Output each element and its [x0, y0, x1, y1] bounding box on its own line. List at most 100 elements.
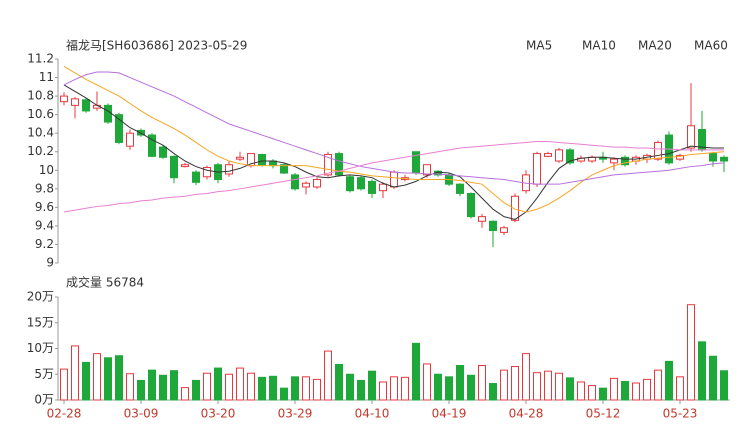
candle-body [720, 156, 728, 162]
ma-line [63, 71, 725, 185]
candle-body [555, 149, 563, 162]
volume-bar [302, 376, 310, 401]
legend-entry: MA60 [694, 39, 728, 53]
y-tick-label: 5万 [34, 367, 54, 381]
candle-body [302, 182, 310, 188]
candle-body [203, 166, 211, 178]
y-tick-label: 10.4 [27, 126, 54, 140]
candle-body [533, 153, 541, 185]
candle-body [170, 155, 178, 179]
volume-bar [478, 364, 486, 401]
candle-body [566, 149, 574, 164]
candle-body [313, 179, 321, 188]
x-tick-label: 04-19 [432, 407, 467, 421]
candle-body [654, 141, 662, 160]
volume-bar [335, 363, 343, 401]
candle-body [478, 216, 486, 222]
volume-bar [258, 376, 266, 401]
ma-line [63, 141, 724, 213]
volume-bar [192, 379, 200, 401]
y-tick-label: 9.2 [35, 237, 54, 251]
volume-bar [115, 355, 123, 401]
volume-bar [247, 372, 255, 401]
volume-bar [467, 374, 475, 401]
volume-bar [137, 379, 145, 401]
volume-bar [104, 357, 112, 401]
volume-title: 成交量 56784 [66, 275, 144, 290]
y-tick-label: 10万 [27, 341, 54, 355]
candle-body [324, 154, 332, 176]
candle-body [357, 177, 365, 190]
volume-bar [236, 367, 244, 401]
volume-bar [324, 350, 332, 401]
volume-bar [181, 387, 189, 401]
volume-bar [203, 372, 211, 401]
candle-body [82, 99, 90, 112]
candle-body [676, 154, 684, 160]
y-tick-label: 15万 [27, 315, 54, 329]
volume-bar [698, 341, 706, 401]
ma-line [63, 84, 724, 220]
candle-body [467, 192, 475, 218]
candle-body [148, 134, 156, 157]
volume-bar [632, 382, 640, 401]
volume-bar [500, 369, 508, 401]
y-tick-label: 9.8 [35, 181, 54, 195]
volume-bar [643, 378, 651, 401]
candle-body [236, 156, 244, 160]
volume-bar [511, 366, 519, 401]
y-tick-label: 10.2 [27, 144, 54, 158]
legend-entry: MA20 [638, 39, 672, 53]
y-tick-label: 20万 [27, 290, 54, 304]
volume-bar [423, 363, 431, 401]
candle-body [687, 125, 695, 149]
volume-bar [379, 381, 387, 401]
candle-body [115, 114, 123, 143]
candle-body [456, 183, 464, 194]
volume-bar [566, 377, 574, 401]
volume-bar [126, 373, 134, 401]
candle-body [225, 164, 233, 175]
volume-bar [599, 387, 607, 401]
volume-bar [720, 370, 728, 401]
candle-body [368, 180, 376, 194]
volume-bar [577, 381, 585, 401]
candle-body [511, 195, 519, 221]
volume-bar [170, 370, 178, 401]
x-tick-label: 05-12 [586, 407, 621, 421]
y-tick-label: 10.8 [27, 89, 54, 103]
ma-line [63, 65, 725, 213]
candle-body [181, 164, 189, 168]
volume-bar [93, 353, 101, 401]
volume-bar [654, 369, 662, 401]
y-tick-label: 9.6 [35, 200, 54, 214]
candle-body [544, 153, 552, 157]
volume-bar [445, 376, 453, 401]
x-tick-label: 03-20 [201, 407, 236, 421]
candle-body [390, 171, 398, 188]
candle-body [500, 227, 508, 233]
candle-body [379, 183, 387, 192]
candle-body [489, 220, 497, 232]
candle-body [621, 156, 629, 166]
volume-bar [665, 360, 673, 401]
y-tick-label: 9 [46, 256, 54, 270]
candle-body [709, 153, 717, 162]
candle-body [346, 176, 354, 192]
y-tick-label: 9.4 [35, 218, 54, 232]
volume-bar [357, 379, 365, 401]
volume-bar [214, 367, 222, 401]
volume-bar [489, 383, 497, 401]
volume-bar [313, 378, 321, 401]
candle-body [104, 104, 112, 123]
y-tick-label: 10.6 [27, 107, 54, 121]
volume-bar [368, 370, 376, 401]
x-tick-label: 04-28 [509, 407, 544, 421]
volume-bar [280, 387, 288, 401]
volume-bar [709, 355, 717, 401]
volume-bar [555, 372, 563, 401]
volume-bar [412, 342, 420, 401]
volume-bar [588, 385, 596, 401]
volume-bar [346, 373, 354, 401]
